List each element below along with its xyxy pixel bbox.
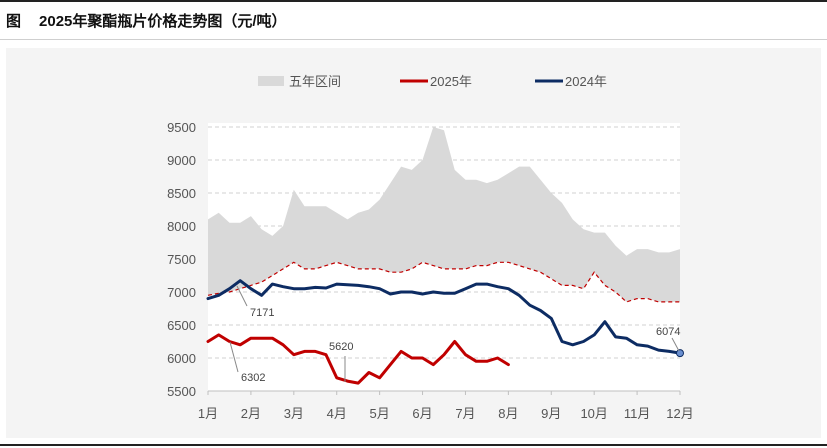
y-axis-ticks: 9500 9000 8500 8000 7500 7000 6500 6000 5500 — [167, 120, 196, 399]
y-tick-5500: 5500 — [167, 384, 196, 399]
x-tick-2: 2月 — [241, 406, 261, 421]
five-year-range-band — [207, 127, 680, 303]
series-2024-end-point — [676, 349, 684, 358]
callout-6302: 6302 — [241, 372, 265, 384]
x-tick-3: 3月 — [284, 406, 304, 421]
figure-title: 2025年聚酯瓶片价格走势图（元/吨） — [39, 13, 287, 30]
y-tick-8500: 8500 — [167, 186, 196, 201]
legend: 五年区间 2025年 2024年 — [258, 74, 607, 89]
series-line-2024 — [206, 279, 682, 355]
y-tick-6000: 6000 — [167, 351, 196, 366]
x-axis-ticks: 1月 2月 3月 4月 5月 6月 7月 8月 9月 10月 11月 12月 — [198, 391, 694, 421]
legend-swatch-band — [258, 76, 284, 86]
legend-label-2025: 2025年 — [430, 74, 472, 89]
figure-header: 图 2025年聚酯瓶片价格走势图（元/吨） — [0, 0, 827, 40]
y-tick-6500: 6500 — [167, 318, 196, 333]
y-tick-9000: 9000 — [167, 153, 196, 168]
y-tick-7000: 7000 — [167, 285, 196, 300]
callout-leader-6074 — [671, 337, 680, 352]
x-tick-11: 11月 — [624, 406, 651, 421]
band-area — [208, 127, 680, 302]
y-tick-7500: 7500 — [167, 252, 196, 267]
y-tick-8000: 8000 — [167, 219, 196, 234]
figure-label: 图 — [6, 13, 22, 30]
callout-7171: 7171 — [250, 307, 274, 319]
x-tick-7: 7月 — [455, 406, 475, 421]
x-tick-1: 1月 — [198, 406, 218, 421]
bottom-rule — [0, 444, 827, 446]
series-line-2025 — [206, 333, 510, 385]
callout-6074: 6074 — [656, 326, 680, 338]
callout-leader-6302 — [229, 341, 239, 373]
y-tick-9500: 9500 — [167, 120, 196, 135]
callout-5620: 5620 — [329, 341, 353, 353]
x-tick-10: 10月 — [580, 406, 607, 421]
x-tick-5: 5月 — [370, 406, 390, 421]
band-lower-dashed-line — [207, 261, 680, 303]
legend-label-band: 五年区间 — [289, 74, 341, 89]
callout-leader-7171 — [236, 285, 248, 307]
x-tick-6: 6月 — [412, 406, 432, 421]
x-tick-4: 4月 — [327, 406, 347, 421]
series-lines — [206, 279, 684, 385]
x-tick-9: 9月 — [541, 406, 561, 421]
x-tick-12: 12月 — [666, 406, 693, 421]
x-tick-8: 8月 — [498, 406, 518, 421]
legend-label-2024: 2024年 — [565, 74, 607, 89]
